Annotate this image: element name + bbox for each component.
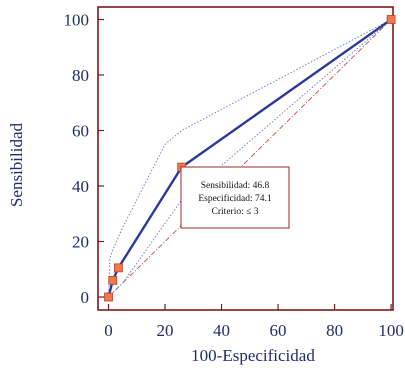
y-tick-label: 60: [72, 122, 89, 141]
x-axis-label: 100-Especificidad: [191, 346, 315, 365]
roc-point-marker: [108, 275, 118, 285]
roc-curve-line: [107, 18, 392, 298]
plot-layer: 0 20 40 60 80 100 0 20 40 60 80 100: [64, 6, 404, 340]
annotation-criterion: Criterio: ≤ 3: [212, 207, 259, 217]
roc-point-marker: [104, 292, 113, 302]
y-tick-label: 0: [81, 288, 90, 307]
x-tick-label: 80: [326, 321, 343, 340]
x-tick-label: 60: [270, 321, 287, 340]
x-tick-label: 40: [213, 321, 230, 340]
criterion-annotation: Sensibilidad: 46.8 Especificidad: 74.1 C…: [180, 166, 290, 229]
ci-upper-line: [108, 19, 392, 298]
roc-point-marker: [113, 263, 123, 273]
y-tick-label: 80: [72, 66, 89, 85]
x-tick-label: 100: [378, 321, 404, 340]
y-tick-label: 100: [64, 11, 90, 30]
y-tick-label: 40: [72, 177, 89, 196]
annotation-sensitivity: Sensibilidad: 46.8: [201, 181, 270, 191]
y-axis-label: Sensibilidad: [7, 122, 26, 207]
ci-lower-line: [108, 19, 392, 298]
x-tick-label: 0: [104, 321, 113, 340]
x-tick-label: 20: [157, 321, 174, 340]
annotation-box: [180, 166, 290, 229]
annotation-specificity: Especificidad: 74.1: [198, 193, 272, 204]
plot-frame: [97, 6, 394, 311]
y-tick-label: 20: [72, 233, 89, 252]
roc-point-marker: [386, 15, 396, 24]
reference-diagonal-line: [108, 19, 392, 298]
